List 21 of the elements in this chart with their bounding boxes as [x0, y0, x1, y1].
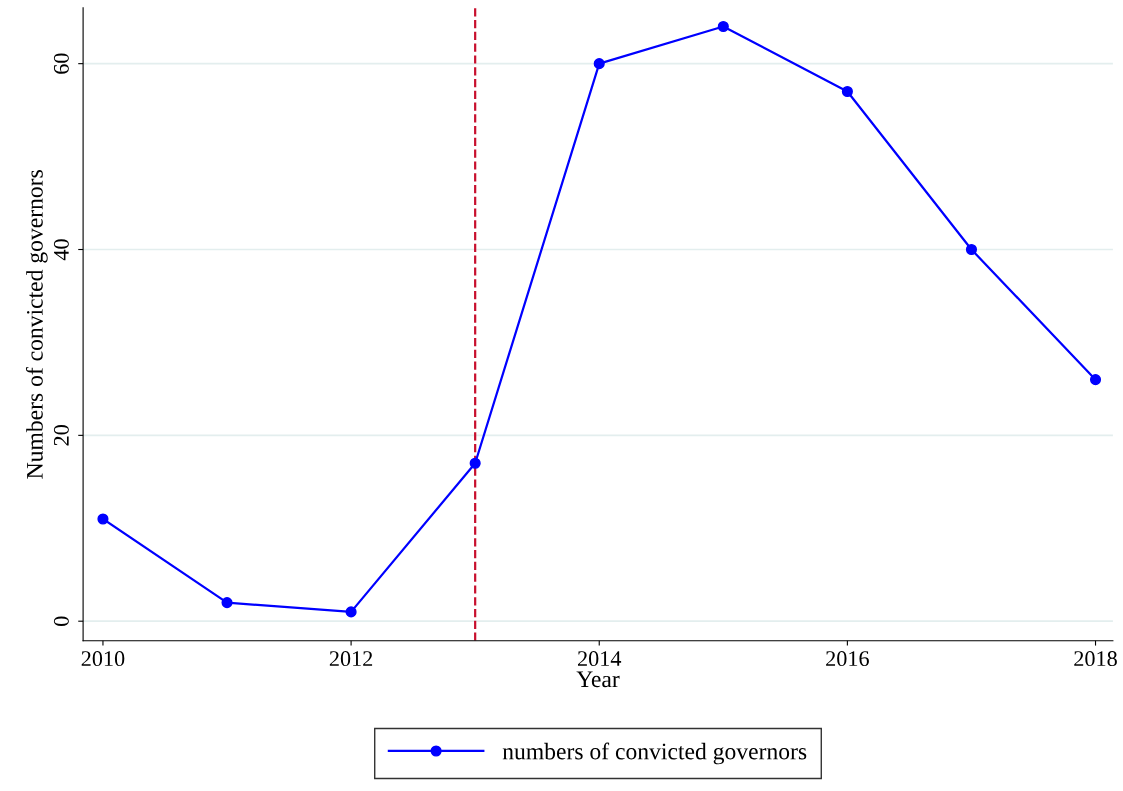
x-tick-label: 2010	[81, 651, 125, 667]
y-tick-label: 20	[53, 425, 69, 446]
point	[1089, 374, 1102, 386]
x-tick-label: 2016	[826, 651, 869, 667]
point	[593, 58, 605, 70]
point	[841, 85, 853, 98]
y-tick-label: 60	[53, 53, 69, 74]
legend-label: numbers of convicted governors	[502, 742, 807, 765]
y-tick-label: 40	[53, 239, 69, 261]
y-tick-label: 0	[53, 616, 69, 626]
x-axis-title: Year	[576, 671, 620, 688]
point	[97, 513, 109, 525]
x-tick-label: 2014	[577, 651, 622, 667]
x-tick-label: 2018	[1074, 651, 1117, 667]
point	[965, 243, 978, 256]
x-tick-label: 2012	[329, 651, 373, 667]
point	[469, 457, 481, 469]
point	[717, 20, 729, 33]
point	[221, 597, 233, 609]
point	[345, 606, 357, 618]
y-axis-title: Numbers of convicted governors	[25, 170, 48, 479]
